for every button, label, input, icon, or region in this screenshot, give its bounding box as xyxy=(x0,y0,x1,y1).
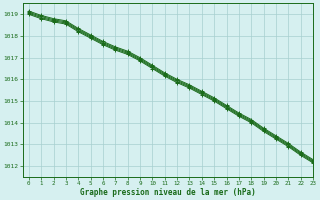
X-axis label: Graphe pression niveau de la mer (hPa): Graphe pression niveau de la mer (hPa) xyxy=(80,188,256,197)
